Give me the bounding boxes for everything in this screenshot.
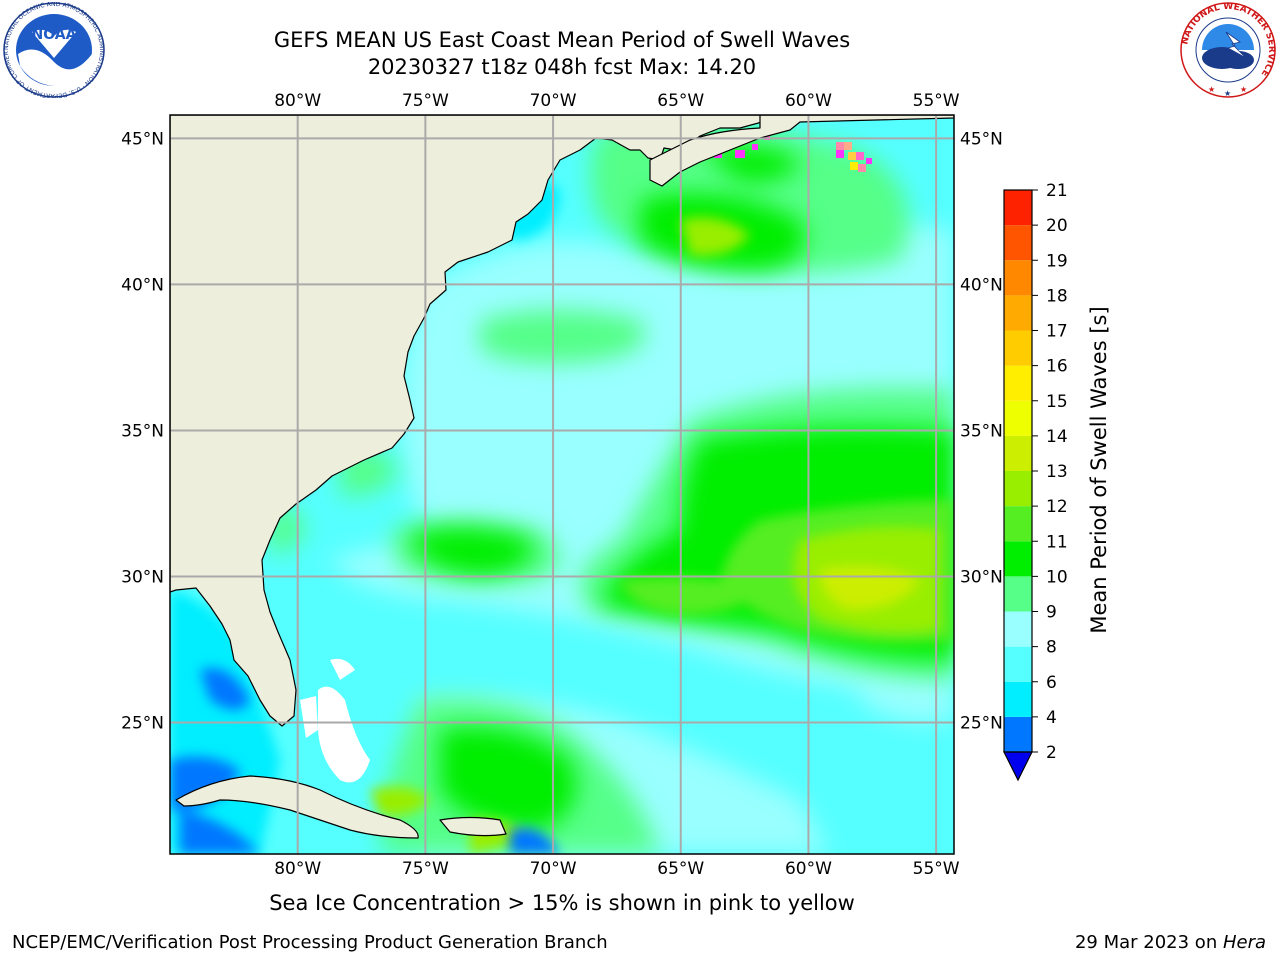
colorbar-segment <box>1004 716 1032 752</box>
date-text: 29 Mar 2023 on <box>1074 932 1223 953</box>
colorbar-segment <box>1004 365 1032 401</box>
colorbar-tick-label: 6 <box>1046 673 1057 693</box>
nova-scotia-land <box>649 115 954 187</box>
colorbar-tick-label: 10 <box>1046 567 1068 587</box>
lon-tick-label-bottom: 55°W <box>913 859 960 879</box>
svg-text:★: ★ <box>1208 85 1215 94</box>
colorbar-segment <box>1004 506 1032 542</box>
lon-tick-label-top: 60°W <box>785 91 832 111</box>
colorbar: 2 4 6 8 9 10 11 12 13 14 15 16 17 18 19 20 21 <box>1003 181 1068 782</box>
colorbar-segment <box>1004 190 1032 226</box>
colorbar-segment <box>1004 435 1032 471</box>
colorbar-tick-label: 9 <box>1046 603 1057 623</box>
colorbar-segment <box>1004 471 1032 507</box>
svg-text:★: ★ <box>1224 89 1231 98</box>
colorbar-segment <box>1004 646 1032 682</box>
colorbar-tick-label: 17 <box>1046 322 1068 342</box>
lon-tick-label-bottom: 80°W <box>274 859 321 879</box>
no-data-zones <box>300 658 370 783</box>
colorbar-segment <box>1004 260 1032 296</box>
north-america-land <box>170 115 763 727</box>
noaa-logo-icon: NATIONAL OCEANIC AND ATMOSPHERIC ADMINIS… <box>2 2 105 98</box>
latitude-labels-left: 45°N 40°N 35°N 30°N 25°N <box>121 129 164 733</box>
lat-tick-label-left: 25°N <box>121 714 164 734</box>
lon-tick-label-top: 65°W <box>657 91 704 111</box>
noaa-label: NOAA <box>32 27 77 43</box>
graticule <box>170 115 954 854</box>
latitude-labels-right: 45°N 40°N 35°N 30°N 25°N <box>960 129 1003 733</box>
colorbar-tick-label: 14 <box>1046 427 1068 447</box>
lat-tick-label-left: 40°N <box>121 275 164 295</box>
lat-tick-label-right: 35°N <box>960 421 1003 441</box>
colorbar-tick-label: 15 <box>1046 392 1068 412</box>
colorbar-segment <box>1004 295 1032 331</box>
lat-tick-label-left: 30°N <box>121 568 164 588</box>
lon-tick-label-top: 55°W <box>913 91 960 111</box>
lat-tick-label-right: 30°N <box>960 568 1003 588</box>
colorbar-tick-label: 13 <box>1046 462 1068 482</box>
chart-subtitle: 20230327 t18z 048h fcst Max: 14.20 <box>367 55 757 79</box>
colorbar-label: Mean Period of Swell Waves [s] <box>1087 306 1111 633</box>
longitude-labels-top: 80°W 75°W 70°W 65°W 60°W 55°W <box>274 91 960 111</box>
colorbar-tick-label: 12 <box>1046 497 1068 517</box>
longitude-labels-bottom: 80°W 75°W 70°W 65°W 60°W 55°W <box>274 859 960 879</box>
date-stamp: 29 Mar 2023 on Hera <box>1075 932 1266 953</box>
colorbar-tick-label: 18 <box>1046 286 1068 306</box>
lat-tick-label-right: 45°N <box>960 129 1003 149</box>
colorbar-segment <box>1004 330 1032 366</box>
plot-frame <box>169 114 955 855</box>
colorbar-segment <box>1004 225 1032 261</box>
nws-logo-icon: NATIONAL WEATHER SERVICE ★ ★ ★ <box>1180 2 1276 98</box>
colorbar-segment <box>1004 400 1032 436</box>
sea-ice-note: Sea Ice Concentration > 15% is shown in … <box>269 891 855 915</box>
lon-tick-label-bottom: 70°W <box>530 859 577 879</box>
lon-tick-label-top: 80°W <box>274 91 321 111</box>
lat-tick-label-left: 45°N <box>121 129 164 149</box>
colorbar-tick-label: 8 <box>1046 638 1057 658</box>
lat-tick-label-right: 25°N <box>960 714 1003 734</box>
colorbar-extend-min <box>1003 751 1033 782</box>
colorbar-segment <box>1004 611 1032 647</box>
colorbar-tick-label: 16 <box>1046 357 1068 377</box>
machine-name: Hera <box>1222 932 1266 953</box>
lat-tick-label-left: 35°N <box>121 421 164 441</box>
lon-tick-label-top: 75°W <box>402 91 449 111</box>
credit-text: NCEP/EMC/Verification Post Processing Pr… <box>12 932 608 953</box>
lon-tick-label-bottom: 75°W <box>402 859 449 879</box>
colorbar-tick-label: 2 <box>1046 743 1057 763</box>
colorbar-tick-label: 21 <box>1046 181 1068 201</box>
hispaniola-land <box>439 816 507 837</box>
colorbar-tick-label: 4 <box>1046 708 1057 728</box>
lon-tick-label-bottom: 65°W <box>657 859 704 879</box>
lon-tick-label-bottom: 60°W <box>785 859 832 879</box>
lat-tick-label-right: 40°N <box>960 275 1003 295</box>
svg-text:★: ★ <box>1240 85 1247 94</box>
chart-title: GEFS MEAN US East Coast Mean Period of S… <box>273 28 851 52</box>
colorbar-segment <box>1004 541 1032 577</box>
colorbar-tick-label: 20 <box>1046 216 1068 236</box>
colorbar-segment <box>1004 681 1032 717</box>
colorbar-tick-label: 11 <box>1046 532 1068 552</box>
colorbar-segment <box>1004 576 1032 612</box>
lon-tick-label-top: 70°W <box>530 91 577 111</box>
colorbar-tick-label: 19 <box>1046 251 1068 271</box>
